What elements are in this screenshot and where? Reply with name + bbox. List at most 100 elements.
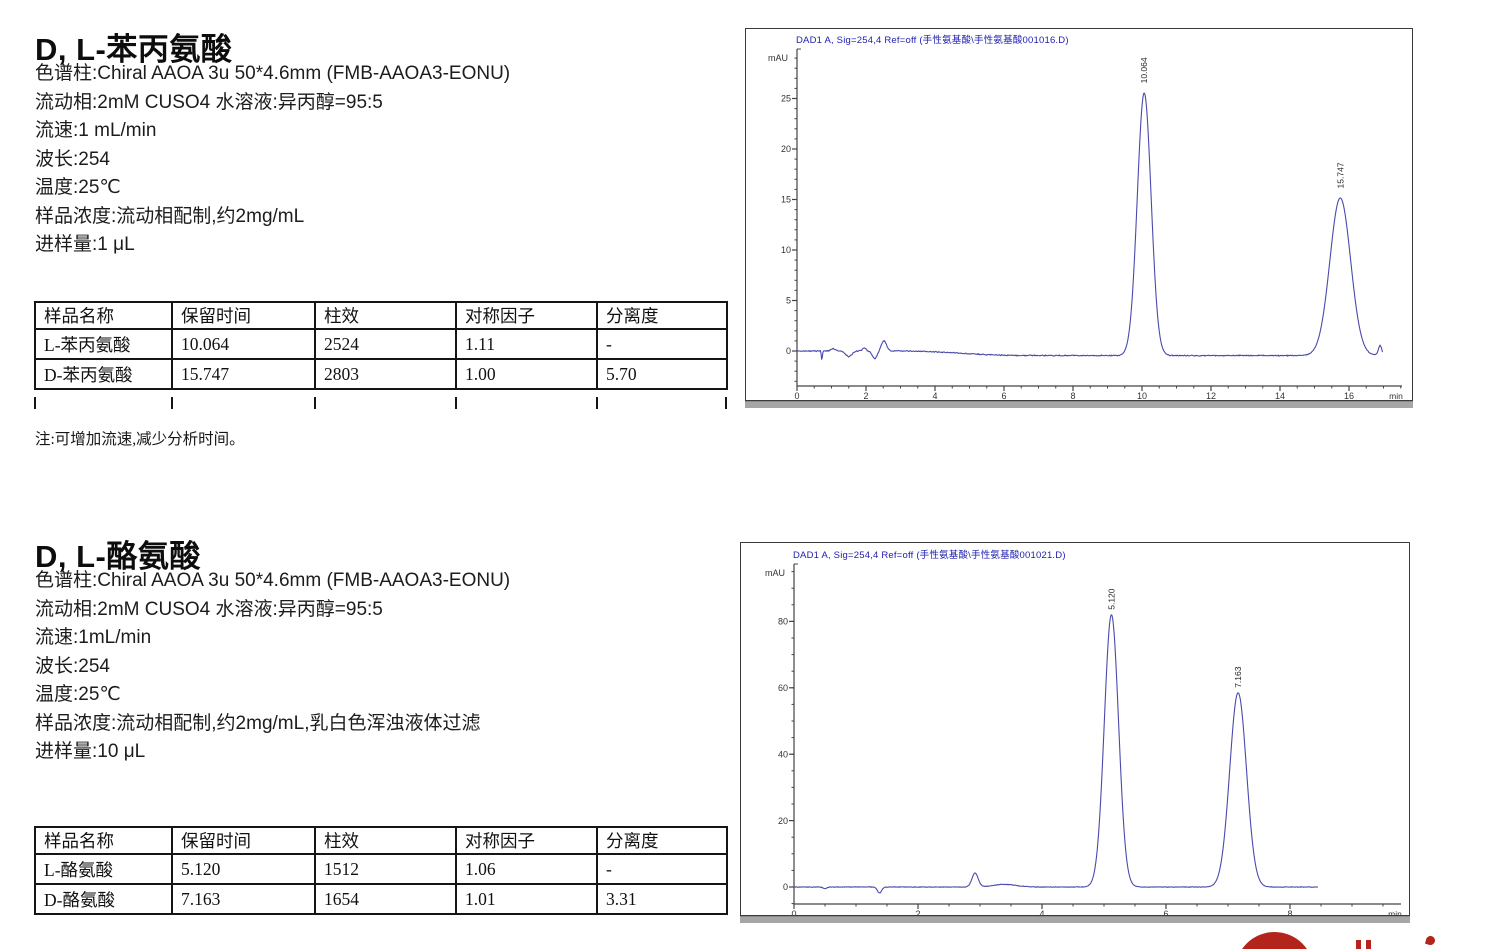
svg-text:2: 2 [915, 909, 920, 915]
svg-text:40: 40 [778, 749, 788, 759]
table-row: L-苯丙氨酸 10.064 2524 1.11 - [34, 328, 728, 360]
chart-title: DAD1 A, Sig=254,4 Ref=off (手性氨基酸\手性氨基酸00… [793, 550, 1066, 561]
svg-text:0: 0 [783, 882, 788, 892]
param-wavelength: 波长:254 [35, 655, 110, 677]
analysis-note: 注:可增加流速,减少分析时间。 [35, 431, 245, 448]
param-mobile-phase: 流动相:2mM CUSO4 水溶液:异丙醇=95:5 [35, 598, 383, 620]
section-title-phenylalanine: D, L-苯丙氨酸 [35, 32, 233, 67]
svg-text:6: 6 [1001, 391, 1006, 400]
svg-text:7.163: 7.163 [1233, 666, 1243, 688]
param-flow-rate: 流速:1mL/min [35, 627, 152, 648]
cell-sample-name: L-酪氨酸 [34, 853, 173, 885]
svg-text:60: 60 [778, 683, 788, 693]
header-resolution: 分离度 [596, 301, 728, 330]
cell-retention-time: 15.747 [171, 358, 316, 390]
cell-column-efficiency: 2524 [314, 328, 457, 360]
svg-text:5: 5 [786, 296, 791, 306]
table-header-row: 样品名称 保留时间 柱效 对称因子 分离度 [34, 301, 728, 330]
param-flow-rate: 流速:1 mL/min [35, 120, 157, 141]
header-sample-name: 样品名称 [34, 826, 173, 855]
cell-sample-name: D-酪氨酸 [34, 883, 173, 915]
svg-text:2: 2 [863, 391, 868, 400]
table-row: L-酪氨酸 5.120 1512 1.06 - [34, 853, 728, 885]
chromatogram-tyrosine: 0 20 40 60 80 0 2 4 6 8 min mAU 5.120 7.163 DAD1 A, S… [740, 542, 1410, 923]
cell-symmetry-factor: 1.11 [455, 328, 598, 360]
logo-text-fragment [1366, 940, 1371, 949]
svg-text:80: 80 [778, 617, 788, 627]
results-table-phenylalanine: 样品名称 保留时间 柱效 对称因子 分离度 L-苯丙氨酸 10.064 2524… [34, 301, 728, 390]
svg-text:6: 6 [1163, 909, 1168, 915]
svg-text:5.120: 5.120 [1106, 588, 1116, 610]
svg-text:25: 25 [781, 94, 791, 104]
svg-text:10: 10 [1137, 391, 1147, 400]
section-title-tyrosine: D, L-酪氨酸 [35, 539, 201, 574]
cell-column-efficiency: 1512 [314, 853, 457, 885]
cell-resolution: 5.70 [596, 358, 728, 390]
svg-text:4: 4 [1039, 909, 1044, 915]
results-table-tyrosine: 样品名称 保留时间 柱效 对称因子 分离度 L-酪氨酸 5.120 1512 1… [34, 826, 728, 915]
svg-text:mAU: mAU [765, 568, 785, 578]
svg-text:12: 12 [1206, 391, 1216, 400]
header-column-efficiency: 柱效 [314, 301, 457, 330]
param-column: 色谱柱:Chiral AAOA 3u 50*4.6mm (FMB-AAOA3-E… [35, 570, 511, 591]
cell-resolution: 3.31 [596, 883, 728, 915]
param-mobile-phase: 流动相:2mM CUSO4 水溶液:异丙醇=95:5 [35, 91, 383, 113]
svg-text:14: 14 [1275, 391, 1285, 400]
header-column-efficiency: 柱效 [314, 826, 457, 855]
cell-sample-name: L-苯丙氨酸 [34, 328, 173, 360]
cell-column-efficiency: 2803 [314, 358, 457, 390]
chromatogram-phenylalanine: 0 5 10 15 20 25 0 2 4 6 8 10 12 14 16 min mAU 10.064 15.74… [745, 28, 1413, 408]
param-concentration: 样品浓度:流动相配制,约2mg/mL [35, 205, 305, 227]
svg-text:16: 16 [1344, 391, 1354, 400]
header-symmetry-factor: 对称因子 [455, 826, 598, 855]
svg-text:mAU: mAU [768, 53, 788, 63]
cell-symmetry-factor: 1.06 [455, 853, 598, 885]
cell-retention-time: 7.163 [171, 883, 316, 915]
header-sample-name: 样品名称 [34, 301, 173, 330]
svg-text:20: 20 [778, 816, 788, 826]
cell-symmetry-factor: 1.01 [455, 883, 598, 915]
cell-sample-name: D-苯丙氨酸 [34, 358, 173, 390]
table-row: D-苯丙氨酸 15.747 2803 1.00 5.70 [34, 358, 728, 390]
svg-text:15.747: 15.747 [1335, 162, 1345, 188]
header-symmetry-factor: 对称因子 [455, 301, 598, 330]
cell-retention-time: 5.120 [171, 853, 316, 885]
header-retention-time: 保留时间 [171, 826, 316, 855]
svg-text:0: 0 [794, 391, 799, 400]
param-column: 色谱柱:Chiral AAOA 3u 50*4.6mm (FMB-AAOA3-E… [35, 63, 511, 84]
logo-text-fragment [1424, 934, 1437, 947]
header-resolution: 分离度 [596, 826, 728, 855]
param-concentration: 样品浓度:流动相配制,约2mg/mL,乳白色浑浊液体过滤 [35, 712, 481, 734]
svg-text:10: 10 [781, 245, 791, 255]
cell-symmetry-factor: 1.00 [455, 358, 598, 390]
chromatogram-plot: 0 5 10 15 20 25 0 2 4 6 8 10 12 14 16 min mAU 10.064 15.74… [768, 48, 1403, 400]
chromatogram-plot: 0 20 40 60 80 0 2 4 6 8 min mAU 5.120 7.163 [765, 563, 1402, 915]
cell-resolution: - [596, 328, 728, 360]
cell-retention-time: 10.064 [171, 328, 316, 360]
method-params-phenylalanine: 色谱柱:Chiral AAOA 3u 50*4.6mm (FMB-AAOA3-E… [35, 60, 510, 260]
svg-text:8: 8 [1070, 391, 1075, 400]
svg-text:0: 0 [786, 346, 791, 356]
svg-text:0: 0 [791, 909, 796, 915]
table-partial-row [34, 397, 727, 409]
cell-resolution: - [596, 853, 728, 885]
chart-frame-shadow [740, 916, 1410, 923]
chart-frame-shadow [745, 401, 1413, 408]
param-temperature: 温度:25℃ [35, 684, 121, 705]
svg-text:20: 20 [781, 144, 791, 154]
param-injection-volume: 进样量:1 μL [35, 234, 135, 255]
param-temperature: 温度:25℃ [35, 177, 121, 198]
svg-text:min: min [1389, 391, 1403, 400]
header-retention-time: 保留时间 [171, 301, 316, 330]
svg-text:8: 8 [1287, 909, 1292, 915]
param-wavelength: 波长:254 [35, 148, 110, 170]
logo-text-fragment [1356, 940, 1361, 949]
cell-column-efficiency: 1654 [314, 883, 457, 915]
svg-text:10.064: 10.064 [1139, 57, 1149, 83]
table-header-row: 样品名称 保留时间 柱效 对称因子 分离度 [34, 826, 728, 855]
svg-text:4: 4 [932, 391, 937, 400]
chart-title: DAD1 A, Sig=254,4 Ref=off (手性氨基酸\手性氨基酸00… [796, 35, 1069, 46]
table-row: D-酪氨酸 7.163 1654 1.01 3.31 [34, 883, 728, 915]
method-params-tyrosine: 色谱柱:Chiral AAOA 3u 50*4.6mm (FMB-AAOA3-E… [35, 567, 510, 767]
